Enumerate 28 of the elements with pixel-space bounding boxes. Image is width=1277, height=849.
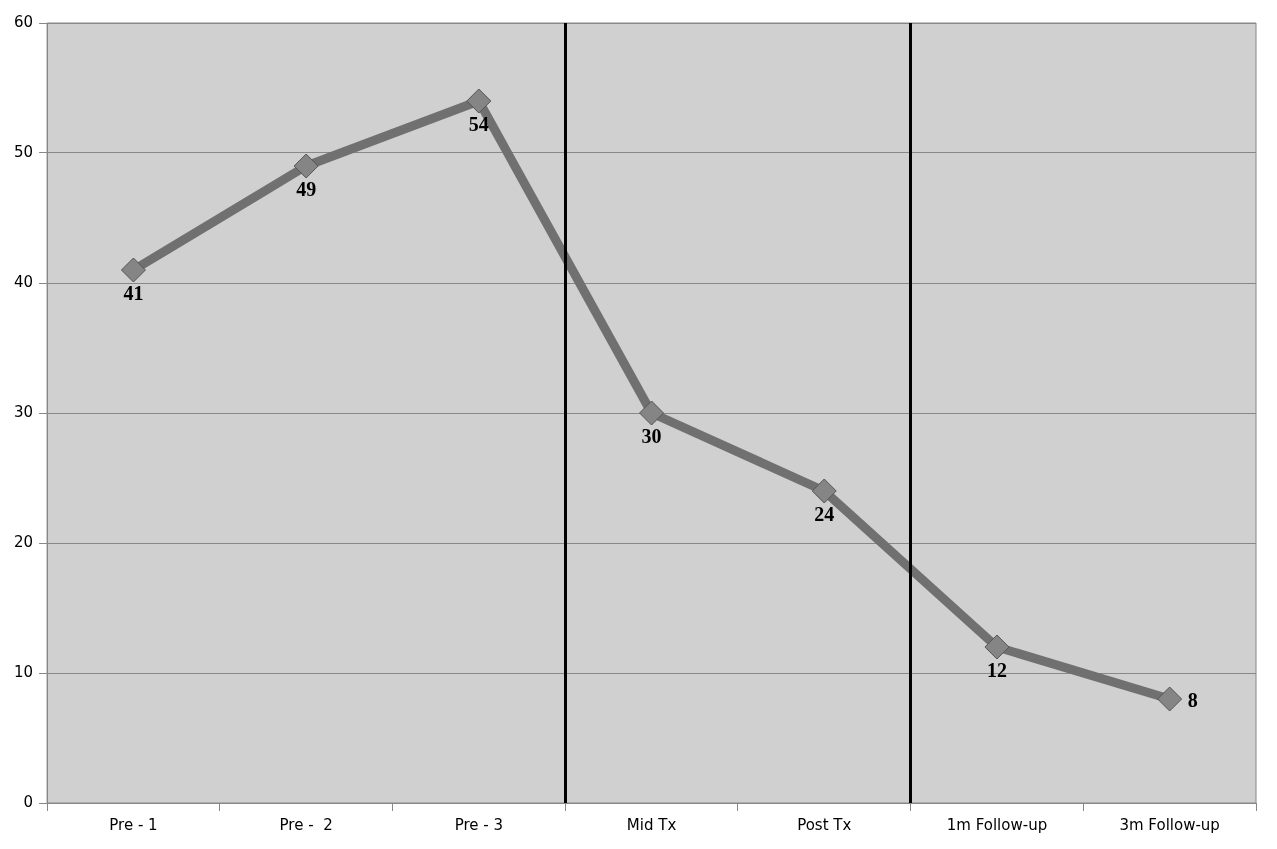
point — [811, 478, 837, 504]
data-label: 54 — [468, 113, 489, 136]
point — [1157, 686, 1183, 712]
point — [466, 88, 492, 114]
point — [639, 400, 665, 426]
point — [984, 634, 1010, 660]
y-tick-label: 60 — [13, 12, 34, 31]
data-label: 30 — [641, 425, 662, 448]
data-label: 12 — [986, 659, 1007, 682]
point — [120, 257, 146, 283]
y-tick-label: 30 — [13, 402, 34, 421]
x-tick-label: 1m Follow-up — [946, 815, 1048, 834]
x-tick-label: Pre - 2 — [279, 815, 333, 834]
y-tick-label: 40 — [13, 272, 34, 291]
x-tick-label: 3m Follow-up — [1119, 815, 1220, 834]
point — [293, 153, 319, 179]
data-label: 41 — [123, 282, 144, 305]
y-tick-label: 50 — [13, 142, 34, 161]
data-label: 24 — [814, 503, 835, 526]
x-tick-label: Post Tx — [797, 815, 852, 834]
x-tick-label: Pre - 3 — [454, 815, 504, 834]
y-tick-label: 10 — [13, 662, 34, 681]
data-label: 8 — [1187, 689, 1198, 712]
y-tick-label: 0 — [23, 792, 34, 811]
x-tick-label: Mid Tx — [626, 815, 677, 834]
x-tick-label: Pre - 1 — [109, 815, 158, 834]
data-label: 49 — [296, 178, 317, 201]
y-tick-label: 20 — [13, 532, 34, 551]
